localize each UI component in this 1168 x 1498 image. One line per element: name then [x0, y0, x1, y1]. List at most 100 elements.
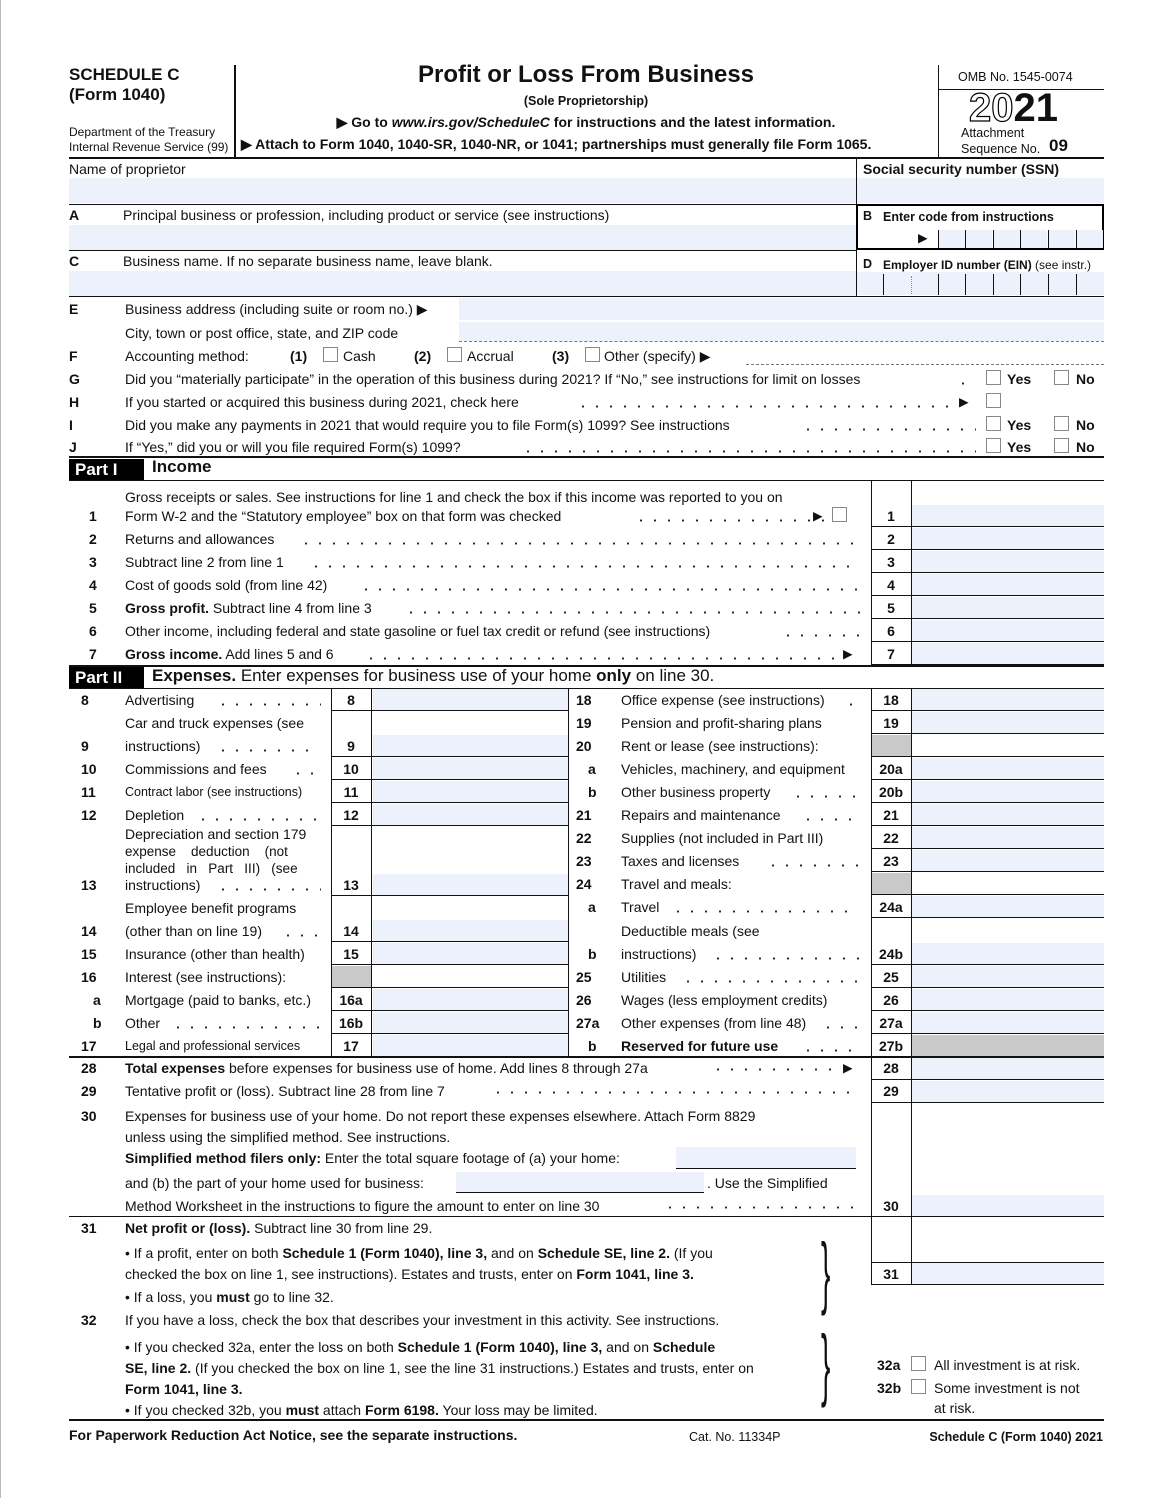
divider — [871, 1079, 1104, 1080]
proprietor-name-field[interactable] — [69, 178, 856, 203]
accrual-checkbox[interactable] — [447, 347, 462, 362]
line-11-amount[interactable] — [373, 781, 568, 802]
j-yes-checkbox[interactable] — [986, 438, 1001, 453]
line-1-amount[interactable] — [912, 505, 1104, 527]
divider — [331, 987, 568, 988]
text-segment: Form W-2 and the “Statutory employee” bo… — [125, 508, 562, 524]
divider — [911, 1057, 912, 1285]
line-26-amount[interactable] — [912, 989, 1104, 1010]
statutory-employee-checkbox[interactable] — [832, 507, 847, 522]
line-4-amount[interactable] — [912, 574, 1104, 596]
business-square-footage-field[interactable] — [456, 1172, 704, 1192]
city-field-fill[interactable] — [459, 322, 1104, 341]
line-15-amount[interactable] — [373, 943, 568, 964]
text-segment: Form 6198. — [364, 1402, 439, 1418]
line-9-amount[interactable] — [373, 735, 568, 756]
line-6-amount[interactable] — [912, 620, 1104, 642]
dot-leader — [404, 611, 861, 614]
i-yes-checkbox[interactable] — [986, 416, 1001, 431]
line-24b-amount[interactable] — [912, 943, 1104, 964]
ein-digit[interactable] — [1077, 272, 1104, 295]
divider — [69, 688, 1104, 689]
home-square-footage-field[interactable] — [676, 1147, 856, 1168]
ein-digit[interactable] — [939, 272, 966, 295]
no-label: No — [1076, 439, 1095, 455]
line-17-amount[interactable] — [373, 1035, 568, 1056]
option-number: (2) — [414, 348, 432, 364]
line-28-amount[interactable] — [912, 1058, 1104, 1079]
all-at-risk-checkbox[interactable] — [911, 1356, 926, 1371]
line-25-amount[interactable] — [912, 966, 1104, 987]
text-segment: Your loss may be limited. — [438, 1402, 598, 1418]
divider — [871, 688, 872, 1057]
line-14-amount[interactable] — [373, 920, 568, 941]
divider — [1076, 274, 1077, 295]
text-segment: www.irs.gov/ScheduleC — [391, 114, 550, 130]
business-code-digit[interactable] — [1049, 230, 1075, 248]
some-not-at-risk-checkbox[interactable] — [911, 1379, 926, 1394]
ein-digit[interactable] — [912, 272, 939, 295]
department: Department of the Treasury — [69, 125, 216, 139]
line-31-amount[interactable] — [912, 1262, 1104, 1284]
line-22-amount[interactable] — [912, 827, 1104, 848]
line-10-amount[interactable] — [373, 758, 568, 779]
business-code-digit[interactable] — [939, 230, 965, 248]
line-18-amount[interactable] — [912, 689, 1104, 710]
line-19-amount[interactable] — [912, 712, 1104, 733]
line-12-amount[interactable] — [373, 804, 568, 825]
other-method-checkbox[interactable] — [585, 347, 600, 362]
line-16b-amount[interactable] — [373, 1012, 568, 1033]
other-method-field[interactable] — [746, 364, 1104, 365]
g-yes-checkbox[interactable] — [986, 370, 1001, 385]
expense-label: Repairs and maintenance — [621, 807, 781, 823]
line-30-text: Method Worksheet in the instructions to … — [125, 1198, 600, 1214]
cash-checkbox[interactable] — [323, 347, 338, 362]
ein-digit[interactable] — [884, 272, 911, 295]
principal-business-field[interactable] — [69, 225, 856, 250]
ssn-field[interactable] — [857, 178, 1104, 203]
text-segment: attach — [319, 1402, 365, 1418]
shaded-box — [332, 966, 371, 988]
i-no-checkbox[interactable] — [1054, 416, 1069, 431]
line-27a-amount[interactable] — [912, 1012, 1104, 1033]
divider — [1020, 230, 1021, 248]
j-no-checkbox[interactable] — [1054, 438, 1069, 453]
text-segment: checked the box on line 1, see instructi… — [125, 1266, 577, 1282]
divider — [871, 1284, 1104, 1285]
city-field[interactable] — [459, 341, 1104, 342]
ein-digit[interactable] — [1021, 272, 1048, 295]
line-7-amount[interactable] — [912, 643, 1104, 665]
business-code-digit[interactable] — [1021, 230, 1047, 248]
line-20a-amount[interactable] — [912, 758, 1104, 779]
business-code-digit[interactable] — [966, 230, 992, 248]
divider — [69, 456, 1104, 458]
yes-label: Yes — [1007, 371, 1032, 387]
text-segment: Cost of goods sold (from line 42) — [125, 577, 328, 593]
line-3-amount[interactable] — [912, 551, 1104, 573]
ein-digit[interactable] — [966, 272, 993, 295]
line-23-amount[interactable] — [912, 850, 1104, 871]
line-24a-amount[interactable] — [912, 896, 1104, 917]
divider — [871, 779, 1104, 780]
divider — [911, 688, 912, 1057]
attach-instructions: ▶ Attach to Form 1040, 1040-SR, 1040-NR,… — [241, 136, 872, 152]
line-13-amount[interactable] — [373, 874, 568, 895]
business-code-digit[interactable] — [994, 230, 1020, 248]
line-2-amount[interactable] — [912, 528, 1104, 550]
line-number: b — [588, 784, 597, 800]
ein-digit[interactable] — [857, 272, 884, 295]
business-name-field[interactable] — [69, 271, 856, 296]
line-16a-amount[interactable] — [373, 989, 568, 1010]
g-no-checkbox[interactable] — [1054, 370, 1069, 385]
line-21-amount[interactable] — [912, 804, 1104, 825]
business-address-field[interactable] — [459, 298, 1104, 320]
business-code-digit[interactable] — [1077, 230, 1103, 248]
line-5-amount[interactable] — [912, 597, 1104, 619]
line-29-amount[interactable] — [912, 1081, 1104, 1102]
ein-digit[interactable] — [1049, 272, 1076, 295]
line-20b-amount[interactable] — [912, 781, 1104, 802]
line-8-amount[interactable] — [373, 689, 568, 710]
started-business-checkbox[interactable] — [986, 393, 1001, 408]
ein-digit[interactable] — [994, 272, 1021, 295]
line-30-amount[interactable] — [912, 1195, 1104, 1216]
